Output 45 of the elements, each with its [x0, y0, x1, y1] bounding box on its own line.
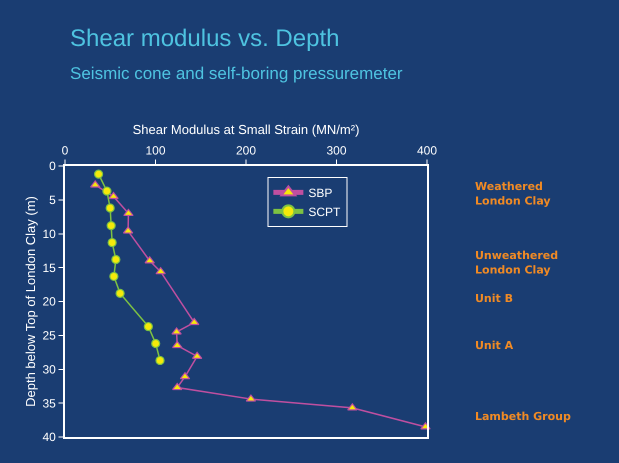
text: Weathered London Clay — [475, 180, 551, 208]
point — [109, 272, 118, 282]
x-tick-label: 400 — [416, 143, 438, 158]
point — [108, 192, 119, 200]
text: Unit A — [475, 339, 514, 352]
point — [106, 221, 116, 230]
y-tick-label: 35 — [42, 396, 56, 410]
point — [171, 327, 182, 335]
point — [189, 318, 200, 326]
point — [122, 226, 134, 234]
y-tick-label: 10 — [42, 226, 56, 241]
point — [172, 340, 182, 348]
y-tick-label: 15 — [42, 260, 56, 275]
point — [144, 322, 153, 332]
point — [155, 356, 165, 366]
point — [172, 382, 182, 390]
point — [108, 238, 117, 248]
y-axis-title: Depth below Top of London Clay (m) — [22, 196, 38, 407]
chart-subtitle: Seismic cone and self-boring pressuremeter — [70, 64, 403, 83]
x-tick-label: 0 — [62, 143, 69, 158]
legend-label: SBP — [308, 186, 332, 200]
y-tick-label: 40 — [42, 430, 56, 444]
text: Lambeth Group — [475, 410, 571, 423]
point — [111, 254, 120, 264]
point — [106, 203, 115, 213]
x-tick-label: 200 — [236, 143, 256, 158]
y-tick-label: 30 — [42, 362, 56, 376]
y-tick-label: 5 — [49, 193, 56, 208]
y-tick-label: 20 — [42, 294, 56, 309]
y-tick-label: 25 — [42, 328, 56, 343]
point — [116, 288, 125, 298]
point — [90, 180, 100, 188]
point — [246, 394, 256, 402]
point — [102, 186, 112, 196]
point — [123, 208, 134, 216]
y-tick-label: 0 — [49, 159, 56, 174]
point — [151, 338, 160, 348]
text: Unit B — [475, 292, 514, 305]
legend-label: SCPT — [308, 205, 342, 220]
text: Unweathered London Clay — [475, 249, 558, 276]
point — [94, 170, 104, 179]
x-tick-label: 300 — [326, 143, 347, 158]
x-tick-label: 100 — [145, 143, 166, 158]
x-axis-title: Shear Modulus at Small Strain (MN/m²) — [132, 122, 360, 137]
chart-title: Shear modulus vs. Depth — [70, 25, 340, 52]
